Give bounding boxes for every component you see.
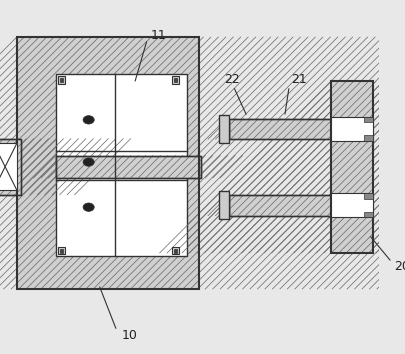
Bar [330, 81, 372, 253]
Text: 20: 20 [393, 261, 405, 273]
Text: 11: 11 [150, 29, 166, 42]
Bar [363, 117, 372, 122]
Bar [0, 139, 21, 195]
Bar [330, 117, 372, 141]
Bar [363, 193, 372, 199]
Bar [171, 76, 179, 84]
Bar [0, 139, 21, 195]
Bar [0, 139, 21, 195]
Bar [228, 195, 330, 216]
Bar [228, 119, 330, 139]
Bar [60, 78, 63, 82]
Bar [56, 74, 186, 256]
Bar [228, 119, 330, 139]
Bar [173, 78, 177, 82]
Bar [56, 155, 200, 178]
Bar [363, 136, 372, 141]
Bar [56, 155, 200, 178]
Text: 21: 21 [290, 73, 306, 86]
Text: 22: 22 [224, 73, 239, 86]
Bar [17, 37, 198, 289]
Bar [228, 119, 330, 139]
Bar [363, 212, 372, 217]
Bar [330, 81, 372, 253]
Bar [58, 247, 65, 255]
Bar [219, 192, 228, 219]
Bar [58, 76, 65, 84]
Bar [17, 37, 198, 289]
Bar [56, 155, 200, 178]
Ellipse shape [83, 158, 94, 166]
Ellipse shape [83, 116, 94, 124]
Bar [330, 81, 372, 253]
Bar [171, 247, 179, 255]
Ellipse shape [83, 203, 94, 211]
Bar [219, 115, 228, 143]
Bar [60, 249, 63, 252]
Text: 10: 10 [121, 329, 137, 342]
Bar [0, 143, 17, 190]
Bar [228, 195, 330, 216]
Bar [330, 193, 372, 217]
Bar [17, 37, 198, 289]
Bar [228, 195, 330, 216]
Bar [173, 249, 177, 252]
